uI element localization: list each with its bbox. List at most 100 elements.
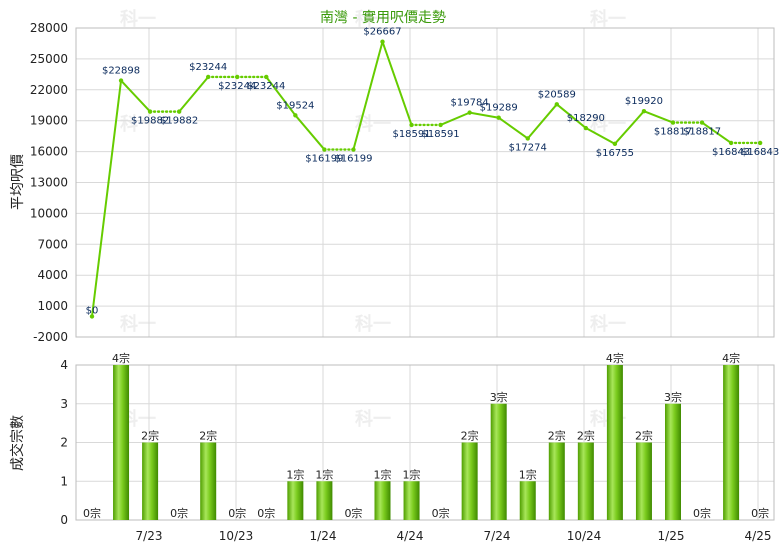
price-point [496,115,501,120]
price-line-segment [584,127,616,145]
price-y-tick-label: 1000 [37,299,68,313]
count-bar-label: 0宗 [228,506,246,520]
watermark-text: 科一 [120,313,156,335]
price-line-segment [701,121,733,144]
price-point [467,110,472,115]
chart-title: 南灣 - 實用呎價走勢 [320,9,446,26]
price-line-segment [439,111,471,126]
price-y-tick-label: 10000 [30,206,68,220]
count-y-tick-label: 0 [60,513,68,527]
price-point [89,314,95,319]
watermark-text: 科一 [590,8,626,30]
price-y-tick-label: 7000 [37,237,68,251]
count-bar-label: 1宗 [403,467,421,481]
count-bar [316,481,333,520]
price-line-segment [120,79,152,113]
price-point-label: $19289 [480,103,518,114]
x-tick-label: 4/25 [745,529,772,543]
count-bar [635,442,652,520]
price-point-label: $19882 [131,116,169,127]
price-point-label: $18817 [654,127,692,138]
price-point [438,122,443,128]
count-bar-label: 0宗 [751,506,769,520]
count-bar [606,365,623,520]
price-line-segment [613,110,645,145]
count-bar-label: 1宗 [374,467,392,481]
price-y-axis-title: 平均呎價 [9,154,26,210]
price-line-segment [352,40,384,151]
count-bar-label: 0宗 [344,506,362,520]
count-bar [113,365,130,520]
count-bar-label: 2宗 [577,429,595,443]
price-point-label: $19784 [451,98,489,109]
price-point-label: $18290 [567,113,605,124]
count-bar-label: 1宗 [315,467,333,481]
count-bar [142,442,159,520]
x-tick-label: 10/23 [219,529,254,543]
count-bar-label: 0宗 [83,506,101,520]
price-point-label: $18817 [683,127,721,138]
price-y-tick-label: 4000 [37,268,68,282]
price-point [670,120,676,125]
price-line-segment [265,75,297,117]
price-y-tick-label: 13000 [30,176,68,190]
price-y-tick-label: 28000 [30,21,68,35]
price-point [235,74,240,80]
price-point [612,141,618,147]
count-bar-label: 2宗 [461,429,479,443]
price-point-label: $0 [86,305,99,316]
price-point [583,125,589,131]
price-line-segment [497,116,529,140]
count-bar [723,365,740,520]
price-point [699,120,705,125]
price-line-segment [642,110,674,124]
count-bar-label: 2宗 [141,429,159,443]
count-bar-label: 1宗 [519,467,537,481]
price-line-segment [91,79,123,318]
price-point-label: $19920 [625,96,663,107]
price-y-tick-label: -2000 [33,330,68,344]
price-line-segment [294,114,326,151]
count-bar [287,481,304,520]
price-point [641,109,647,114]
price-point-label: $23244 [247,81,285,92]
watermark-text: 科一 [355,408,391,430]
watermark-text: 科一 [590,313,626,335]
x-tick-label: 7/23 [136,529,163,543]
price-point [293,113,298,118]
price-line-segment [468,111,500,119]
x-tick-label: 4/24 [397,529,424,543]
price-y-tick-label: 16000 [30,145,68,159]
count-bar-label: 4宗 [606,351,624,365]
price-point-label: $26667 [363,27,401,38]
price-line-segment [381,40,413,126]
x-tick-label: 7/24 [484,529,511,543]
price-point-label: $17274 [509,142,547,153]
price-point [409,122,414,128]
watermark-text: 科一 [590,113,626,135]
price-point-label: $23244 [189,62,227,73]
count-bar-label: 0宗 [170,506,188,520]
price-point-label: $18591 [422,129,460,140]
price-y-tick-label: 22000 [30,83,68,97]
count-y-tick-label: 4 [60,358,68,372]
price-point [728,140,734,146]
count-plot-frame [75,364,775,521]
price-point [206,74,211,80]
count-bar [403,481,420,520]
count-bar [490,403,507,520]
price-point-label: $16843 [712,147,750,158]
count-bar-label: 4宗 [112,351,130,365]
count-bar [461,442,478,520]
watermark-text: 科一 [355,8,391,30]
price-point-label: $19882 [160,116,198,127]
price-point [351,147,356,152]
count-bar-label: 0宗 [693,506,711,520]
price-line-segment [526,103,558,140]
watermark-text: 科一 [120,113,156,135]
price-point-label: $16755 [596,148,634,159]
price-point [322,147,327,152]
count-bar-label: 2宗 [548,429,566,443]
